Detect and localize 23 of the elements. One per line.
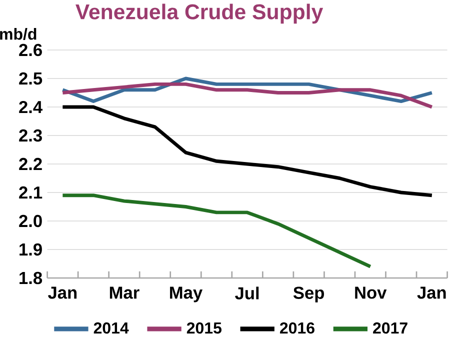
x-tick-label: Jan: [48, 286, 77, 299]
legend-label: 2014: [94, 322, 129, 334]
y-tick-label: 2.2: [19, 158, 42, 170]
legend-label: 2015: [186, 322, 222, 334]
y-tick-label: 1.8: [20, 272, 42, 284]
x-tick-label: May: [170, 286, 203, 302]
y-tick-label: 2.4: [19, 100, 42, 114]
x-tick-label: Mar: [110, 286, 140, 299]
chart-title: Venezuela Crude Supply: [76, 4, 324, 24]
y-tick-label: 2.6: [19, 44, 42, 56]
y-tick-label: 2.0: [19, 214, 42, 228]
x-tick-label: Jan: [417, 286, 446, 299]
y-tick-label: 1.9: [20, 243, 42, 256]
legend-label: 2017: [373, 322, 408, 334]
x-tick-label: Sep: [293, 286, 324, 302]
y-tick-label: 2.5: [19, 72, 42, 85]
x-tick-label: Jul: [235, 286, 259, 300]
y-axis-title: mb/d: [0, 28, 36, 40]
y-tick-label: 2.1: [19, 186, 42, 199]
legend-label: 2016: [280, 322, 314, 334]
y-tick-label: 2.3: [19, 129, 42, 142]
line-series: [60, 82, 434, 109]
x-tick-label: Nov: [355, 286, 387, 299]
